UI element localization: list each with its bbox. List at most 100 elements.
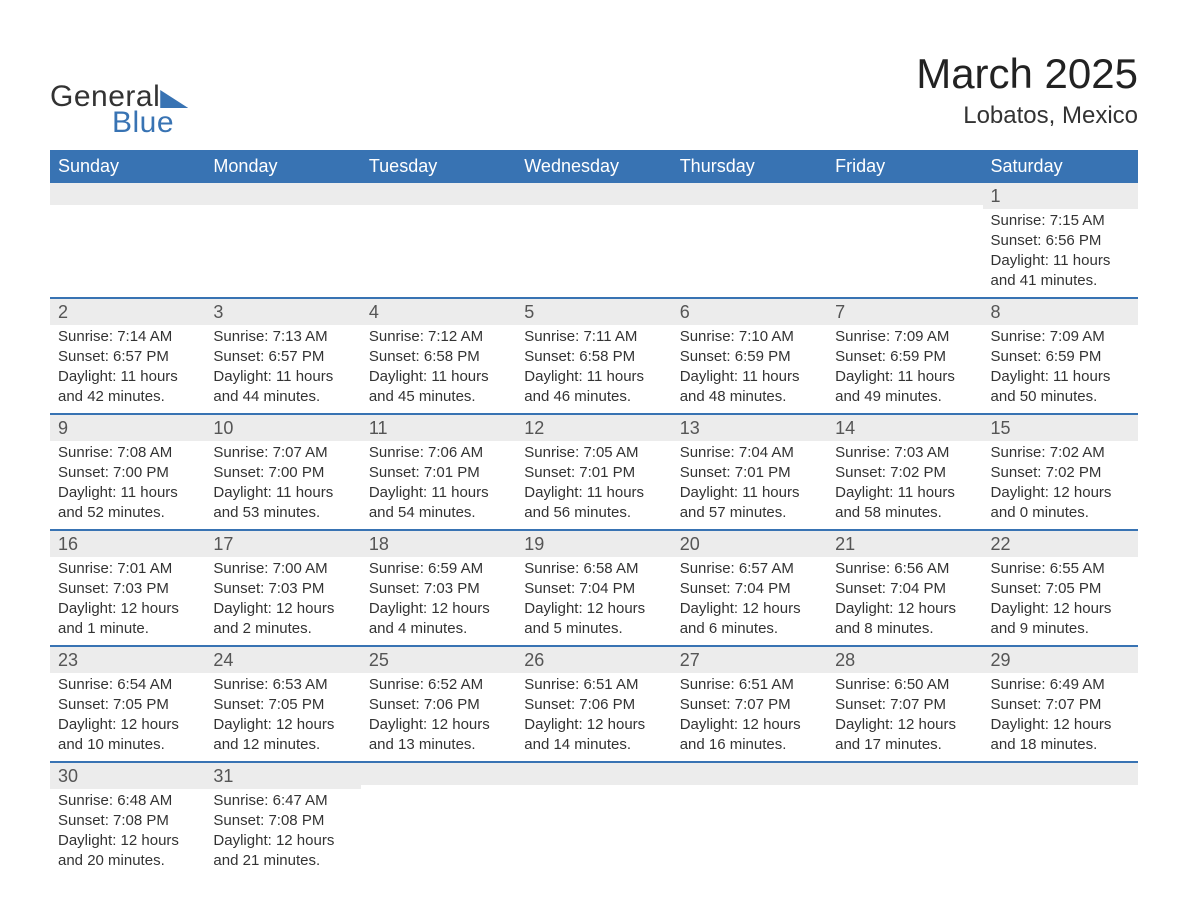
sunrise-text: Sunrise: 7:00 AM [213, 559, 352, 579]
day-details: Sunrise: 7:04 AMSunset: 7:01 PMDaylight:… [672, 441, 827, 529]
day-details [50, 205, 205, 265]
day-details: Sunrise: 6:53 AMSunset: 7:05 PMDaylight:… [205, 673, 360, 761]
calendar-day-cell [827, 183, 982, 298]
day-number: 26 [516, 647, 671, 673]
day-details [361, 785, 516, 845]
calendar-day-cell [50, 183, 205, 298]
day-number: 24 [205, 647, 360, 673]
calendar-day-cell: 19Sunrise: 6:58 AMSunset: 7:04 PMDayligh… [516, 530, 671, 646]
day-number [827, 763, 982, 785]
calendar-day-cell: 25Sunrise: 6:52 AMSunset: 7:06 PMDayligh… [361, 646, 516, 762]
calendar-page: General Blue March 2025 Lobatos, Mexico … [0, 0, 1188, 918]
calendar-day-cell: 10Sunrise: 7:07 AMSunset: 7:00 PMDayligh… [205, 414, 360, 530]
day-details: Sunrise: 6:48 AMSunset: 7:08 PMDaylight:… [50, 789, 205, 877]
sunrise-text: Sunrise: 6:58 AM [524, 559, 663, 579]
daylight-text: Daylight: 11 hours and 48 minutes. [680, 367, 819, 407]
day-number: 3 [205, 299, 360, 325]
day-number [361, 763, 516, 785]
sunrise-text: Sunrise: 6:59 AM [369, 559, 508, 579]
sunset-text: Sunset: 7:04 PM [524, 579, 663, 599]
day-number: 15 [983, 415, 1138, 441]
calendar-day-cell: 29Sunrise: 6:49 AMSunset: 7:07 PMDayligh… [983, 646, 1138, 762]
sunset-text: Sunset: 7:03 PM [213, 579, 352, 599]
sunrise-text: Sunrise: 6:51 AM [524, 675, 663, 695]
location-subtitle: Lobatos, Mexico [916, 102, 1138, 130]
calendar-day-cell [205, 183, 360, 298]
daylight-text: Daylight: 12 hours and 18 minutes. [991, 715, 1130, 755]
day-number: 7 [827, 299, 982, 325]
daylight-text: Daylight: 12 hours and 10 minutes. [58, 715, 197, 755]
day-details: Sunrise: 7:12 AMSunset: 6:58 PMDaylight:… [361, 325, 516, 413]
calendar-day-cell [827, 762, 982, 877]
day-details [983, 785, 1138, 845]
sunrise-text: Sunrise: 7:05 AM [524, 443, 663, 463]
sunset-text: Sunset: 6:59 PM [835, 347, 974, 367]
day-details: Sunrise: 7:09 AMSunset: 6:59 PMDaylight:… [827, 325, 982, 413]
day-number: 13 [672, 415, 827, 441]
day-details: Sunrise: 6:51 AMSunset: 7:07 PMDaylight:… [672, 673, 827, 761]
sunset-text: Sunset: 7:04 PM [680, 579, 819, 599]
daylight-text: Daylight: 11 hours and 58 minutes. [835, 483, 974, 523]
calendar-day-cell: 20Sunrise: 6:57 AMSunset: 7:04 PMDayligh… [672, 530, 827, 646]
daylight-text: Daylight: 12 hours and 17 minutes. [835, 715, 974, 755]
page-header: General Blue March 2025 Lobatos, Mexico [50, 50, 1138, 140]
day-number: 30 [50, 763, 205, 789]
day-number: 28 [827, 647, 982, 673]
title-block: March 2025 Lobatos, Mexico [916, 50, 1138, 130]
day-details: Sunrise: 7:15 AMSunset: 6:56 PMDaylight:… [983, 209, 1138, 297]
day-number [205, 183, 360, 205]
calendar-day-cell: 4Sunrise: 7:12 AMSunset: 6:58 PMDaylight… [361, 298, 516, 414]
daylight-text: Daylight: 11 hours and 44 minutes. [213, 367, 352, 407]
day-number: 9 [50, 415, 205, 441]
daylight-text: Daylight: 12 hours and 14 minutes. [524, 715, 663, 755]
calendar-day-cell: 12Sunrise: 7:05 AMSunset: 7:01 PMDayligh… [516, 414, 671, 530]
sunset-text: Sunset: 7:03 PM [369, 579, 508, 599]
day-details: Sunrise: 7:03 AMSunset: 7:02 PMDaylight:… [827, 441, 982, 529]
calendar-day-cell: 16Sunrise: 7:01 AMSunset: 7:03 PMDayligh… [50, 530, 205, 646]
day-number: 6 [672, 299, 827, 325]
sunrise-text: Sunrise: 7:10 AM [680, 327, 819, 347]
sunrise-text: Sunrise: 7:07 AM [213, 443, 352, 463]
sunrise-text: Sunrise: 6:55 AM [991, 559, 1130, 579]
calendar-day-cell: 6Sunrise: 7:10 AMSunset: 6:59 PMDaylight… [672, 298, 827, 414]
sunset-text: Sunset: 7:07 PM [680, 695, 819, 715]
calendar-day-cell [516, 762, 671, 877]
day-details: Sunrise: 6:51 AMSunset: 7:06 PMDaylight:… [516, 673, 671, 761]
sunrise-text: Sunrise: 6:50 AM [835, 675, 974, 695]
day-details: Sunrise: 7:10 AMSunset: 6:59 PMDaylight:… [672, 325, 827, 413]
day-details: Sunrise: 7:08 AMSunset: 7:00 PMDaylight:… [50, 441, 205, 529]
day-details [827, 205, 982, 265]
day-details: Sunrise: 6:57 AMSunset: 7:04 PMDaylight:… [672, 557, 827, 645]
calendar-day-cell: 28Sunrise: 6:50 AMSunset: 7:07 PMDayligh… [827, 646, 982, 762]
daylight-text: Daylight: 11 hours and 41 minutes. [991, 251, 1130, 291]
sunset-text: Sunset: 6:56 PM [991, 231, 1130, 251]
day-details [516, 205, 671, 265]
day-details: Sunrise: 6:52 AMSunset: 7:06 PMDaylight:… [361, 673, 516, 761]
sunset-text: Sunset: 7:05 PM [991, 579, 1130, 599]
calendar-day-cell: 8Sunrise: 7:09 AMSunset: 6:59 PMDaylight… [983, 298, 1138, 414]
day-number: 29 [983, 647, 1138, 673]
calendar-table: Sunday Monday Tuesday Wednesday Thursday… [50, 150, 1138, 877]
calendar-day-cell [361, 183, 516, 298]
calendar-day-cell [983, 762, 1138, 877]
daylight-text: Daylight: 12 hours and 16 minutes. [680, 715, 819, 755]
day-details: Sunrise: 6:58 AMSunset: 7:04 PMDaylight:… [516, 557, 671, 645]
calendar-day-cell: 13Sunrise: 7:04 AMSunset: 7:01 PMDayligh… [672, 414, 827, 530]
day-header-row: Sunday Monday Tuesday Wednesday Thursday… [50, 150, 1138, 183]
day-details [361, 205, 516, 265]
day-details: Sunrise: 7:01 AMSunset: 7:03 PMDaylight:… [50, 557, 205, 645]
day-details: Sunrise: 6:54 AMSunset: 7:05 PMDaylight:… [50, 673, 205, 761]
calendar-week-row: 1Sunrise: 7:15 AMSunset: 6:56 PMDaylight… [50, 183, 1138, 298]
sunrise-text: Sunrise: 7:09 AM [991, 327, 1130, 347]
calendar-day-cell: 15Sunrise: 7:02 AMSunset: 7:02 PMDayligh… [983, 414, 1138, 530]
day-header: Monday [205, 150, 360, 183]
month-title: March 2025 [916, 50, 1138, 98]
day-number [983, 763, 1138, 785]
daylight-text: Daylight: 12 hours and 8 minutes. [835, 599, 974, 639]
sunrise-text: Sunrise: 6:57 AM [680, 559, 819, 579]
daylight-text: Daylight: 11 hours and 50 minutes. [991, 367, 1130, 407]
day-number: 10 [205, 415, 360, 441]
calendar-week-row: 9Sunrise: 7:08 AMSunset: 7:00 PMDaylight… [50, 414, 1138, 530]
day-number: 2 [50, 299, 205, 325]
sunset-text: Sunset: 7:01 PM [524, 463, 663, 483]
